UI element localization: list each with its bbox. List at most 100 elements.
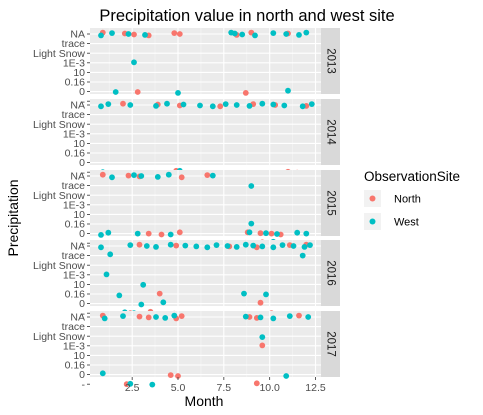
y-tick-label: Light Snow <box>33 260 85 272</box>
data-point-west <box>286 313 293 319</box>
data-point-north <box>296 312 302 319</box>
y-tick-label: 1E-3 <box>63 128 85 140</box>
data-point-west <box>259 334 266 340</box>
y-tick-label: NA <box>70 100 85 112</box>
data-point-west <box>112 89 119 95</box>
y-tick-label: trace <box>62 250 86 262</box>
y-tick-label: 10 <box>73 209 85 221</box>
data-point-north <box>268 230 275 237</box>
y-tick-label: 0.16 <box>65 360 86 372</box>
data-point-north <box>175 373 181 379</box>
legend-label-north: North <box>394 194 421 206</box>
y-tick-label: Light Snow <box>33 331 85 343</box>
data-point-west <box>167 231 174 238</box>
data-point-west <box>162 315 169 321</box>
data-point-west <box>131 59 137 66</box>
panel-background <box>90 240 321 306</box>
data-point-west <box>307 242 313 249</box>
data-point-west <box>242 313 249 320</box>
facet-strip <box>321 311 340 377</box>
data-point-west <box>98 103 104 110</box>
data-point-west <box>246 103 253 109</box>
data-point-west <box>252 32 258 39</box>
data-point-west <box>171 312 178 319</box>
data-point-west <box>296 32 302 38</box>
data-point-west <box>270 244 277 251</box>
y-tick-label: - <box>82 167 86 179</box>
data-point-west <box>127 242 134 249</box>
data-point-west <box>160 299 167 306</box>
data-point-west <box>233 102 240 108</box>
data-point-west <box>143 243 150 249</box>
facet-strip <box>321 28 340 94</box>
facet-strip <box>321 99 340 165</box>
data-point-west <box>101 315 108 322</box>
data-point-west <box>182 242 189 249</box>
data-point-west <box>248 220 255 227</box>
data-point-west <box>305 314 312 320</box>
data-point-west <box>246 229 253 236</box>
data-point-west <box>290 243 297 249</box>
data-point-west <box>239 31 246 38</box>
data-point-west <box>231 30 238 37</box>
legend: ObservationSite North West <box>364 169 460 230</box>
y-tick-label: - <box>82 379 86 391</box>
data-point-west <box>120 313 126 319</box>
facet-strip-label: 2013 <box>325 48 337 74</box>
facet-strip <box>321 240 340 306</box>
data-point-north <box>178 174 185 181</box>
data-point-west <box>274 231 280 237</box>
y-tick-label: NA <box>70 312 85 324</box>
data-point-west <box>213 242 220 249</box>
data-point-west <box>127 380 134 387</box>
y-tick-label: 0.16 <box>65 77 86 89</box>
legend-title: ObservationSite <box>364 169 460 184</box>
data-point-west <box>250 242 257 249</box>
facet-strip-label: 2014 <box>325 119 337 145</box>
y-tick-label: Light Snow <box>33 119 85 131</box>
y-tick-label: - <box>82 308 86 320</box>
data-point-west <box>134 230 141 237</box>
y-tick-label: 0 <box>79 157 85 169</box>
data-point-north <box>158 231 165 238</box>
data-point-west <box>301 244 308 250</box>
data-point-west <box>257 314 264 321</box>
data-point-north <box>131 31 137 38</box>
data-point-north <box>204 172 211 179</box>
data-point-west <box>103 271 110 278</box>
data-point-west <box>98 232 104 238</box>
data-point-west <box>107 251 114 258</box>
data-point-west <box>263 291 269 298</box>
y-tick-label: NA <box>70 29 85 41</box>
y-tick-label: 0 <box>79 86 85 98</box>
data-point-west <box>204 244 211 251</box>
data-point-north <box>253 380 260 387</box>
y-tick-label: 1E-3 <box>63 269 85 281</box>
y-tick-label: 10 <box>73 279 85 291</box>
y-tick-label: 1E-3 <box>63 57 85 69</box>
data-point-north <box>173 242 180 249</box>
data-point-west <box>241 290 247 297</box>
data-point-west <box>279 242 286 249</box>
data-point-west <box>270 101 277 108</box>
data-point-north <box>176 31 183 37</box>
y-axis-label: Precipitation <box>5 179 21 256</box>
data-point-west <box>233 244 240 250</box>
y-tick-label: 0.16 <box>65 289 86 301</box>
y-tick-label: NA <box>70 241 85 253</box>
y-tick-label: 10 <box>73 350 85 362</box>
data-point-north <box>120 100 126 107</box>
data-point-west <box>285 87 291 94</box>
x-tick-label: 7.5 <box>217 382 232 394</box>
y-tick-label: 1E-3 <box>63 340 85 352</box>
data-point-north <box>134 89 141 95</box>
data-point-north <box>125 172 132 179</box>
y-tick-label: trace <box>62 180 86 192</box>
y-tick-label: 0 <box>79 228 85 240</box>
chart-title: Precipitation value in north and west si… <box>99 7 394 25</box>
panel-background <box>90 170 321 236</box>
y-tick-label: 1E-3 <box>63 199 85 211</box>
